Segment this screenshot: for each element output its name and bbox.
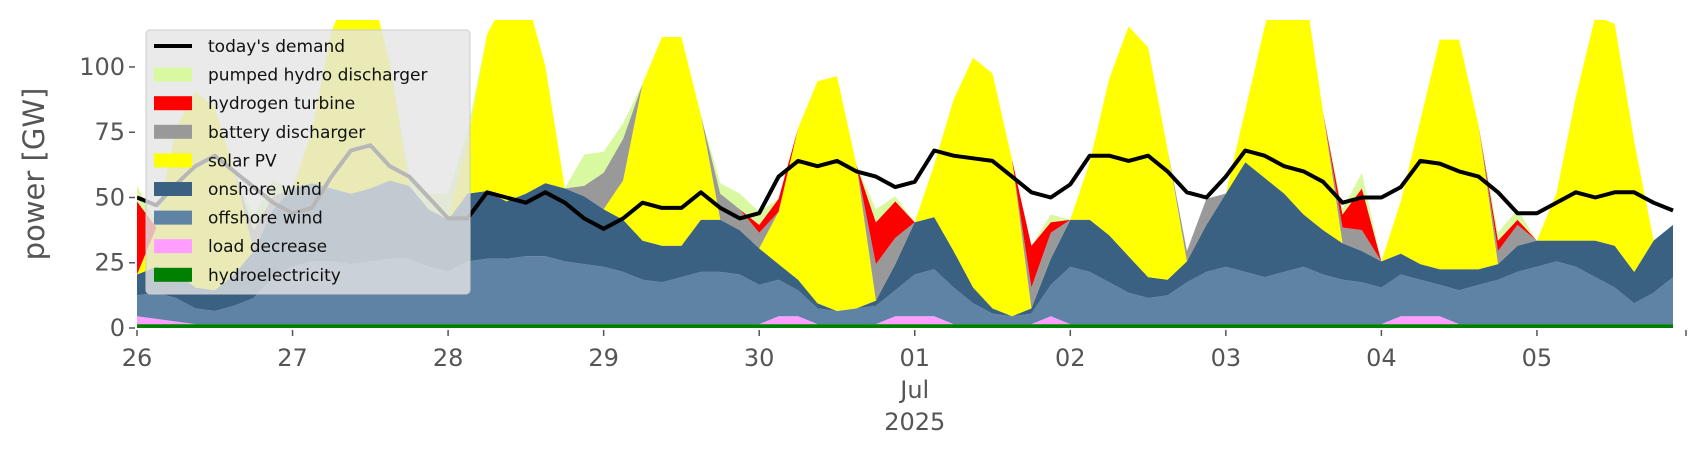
x-tick-label: 02 xyxy=(1055,344,1086,372)
legend-swatch-hydroelectricity xyxy=(154,267,192,282)
area-solar-pv xyxy=(137,20,1673,317)
legend-label-hydrogen-turbine: hydrogen turbine xyxy=(208,94,355,114)
legend-label-pumped-hydro-discharger: pumped hydro discharger xyxy=(208,66,427,86)
axes: 0 25 50 75 100 power [GW] 26 27 28 29 30 01 02 03 04 05… xyxy=(17,53,1687,436)
y-tick-label: 50 xyxy=(94,183,125,211)
x-tick-label: 01 xyxy=(899,344,930,372)
legend-swatch-load-decrease xyxy=(154,239,192,254)
y-tick-label: 75 xyxy=(94,118,125,146)
area-offshore-wind xyxy=(137,256,1673,325)
x-tick-label: 04 xyxy=(1366,344,1397,372)
legend-swatch-solar-pv xyxy=(154,153,192,168)
x-tick-label: 29 xyxy=(588,344,619,372)
y-tick-label: 25 xyxy=(94,249,125,277)
legend-swatch-hydrogen-turbine xyxy=(154,96,192,111)
x-tick-label: 05 xyxy=(1522,344,1553,372)
legend-label-solar-pv: solar PV xyxy=(208,151,277,171)
legend-swatch-offshore-wind xyxy=(154,210,192,225)
legend-swatch-battery-discharger xyxy=(154,124,192,139)
legend-label-offshore-wind: offshore wind xyxy=(208,209,323,229)
legend: today's demand pumped hydro discharger hyd… xyxy=(145,29,471,295)
area-hydroelectricity xyxy=(137,324,1673,328)
legend-swatch-onshore-wind xyxy=(154,182,192,196)
legend-label-load-decrease: load decrease xyxy=(208,237,327,257)
legend-label-hydroelectricity: hydroelectricity xyxy=(208,266,341,286)
legend-label-onshore-wind: onshore wind xyxy=(208,180,322,200)
y-axis-label: power [GW] xyxy=(17,88,51,261)
x-tick-label: 30 xyxy=(744,344,775,372)
legend-box xyxy=(145,29,471,295)
legend-label-battery-discharger: battery discharger xyxy=(208,123,365,143)
area-load-decrease xyxy=(137,316,1673,325)
y-tick-label: 0 xyxy=(110,314,125,342)
x-tick-label: 03 xyxy=(1211,344,1242,372)
y-tick-label: 100 xyxy=(79,53,125,81)
x-tick-label: 28 xyxy=(433,344,464,372)
x-tick-label: 26 xyxy=(122,344,153,372)
x-year-label: 2025 xyxy=(884,408,945,436)
legend-swatch-pumped-hydro-discharger xyxy=(154,67,192,82)
x-month-label: Jul xyxy=(898,376,929,404)
x-tick-label: 27 xyxy=(277,344,308,372)
legend-label-today-s-demand: today's demand xyxy=(208,37,345,57)
